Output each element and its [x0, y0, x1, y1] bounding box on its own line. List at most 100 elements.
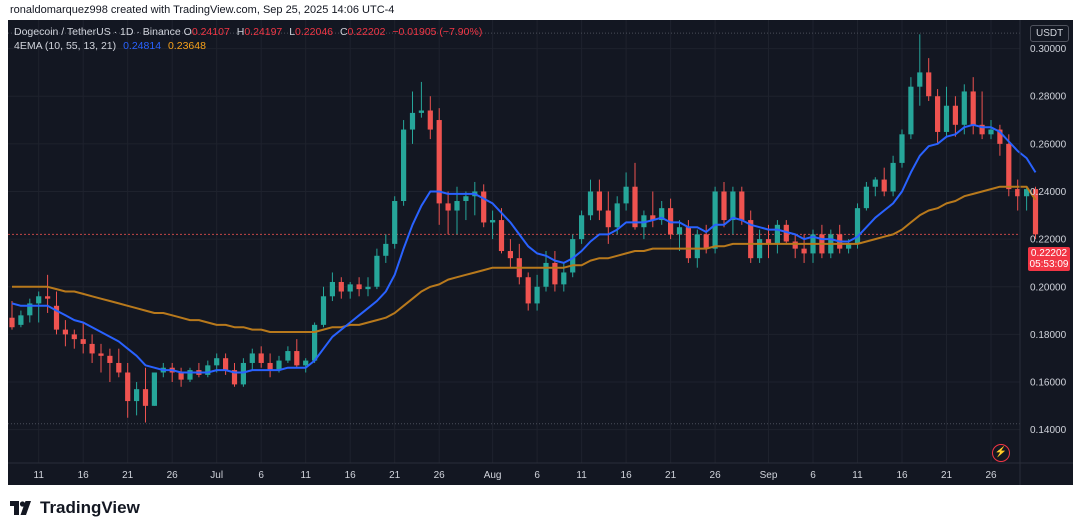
- candle-body: [401, 129, 407, 202]
- ema-fast-value: 0.24814: [123, 40, 162, 52]
- ema-slow-line: [12, 185, 1037, 333]
- candle-body: [312, 324, 318, 361]
- indicator-name[interactable]: 4EMA (10, 55, 13, 21): [14, 40, 117, 52]
- candle-body: [205, 365, 211, 375]
- tradingview-logo[interactable]: TradingView: [10, 498, 140, 518]
- close-label: C: [339, 26, 348, 38]
- candle-body: [142, 389, 149, 406]
- candle-body: [27, 303, 33, 316]
- time-tick-label: 26: [710, 470, 722, 481]
- candle-body: [187, 370, 193, 380]
- candle-body: [525, 277, 531, 304]
- candle-body: [863, 186, 869, 209]
- candle-body: [98, 353, 104, 356]
- time-tick-label: 21: [665, 470, 677, 481]
- candle-body: [970, 91, 976, 125]
- price-chart[interactable]: 0.14000 0.16000 0.18000 0.20000 0.22000 0.240…: [8, 20, 1073, 485]
- low-label: L: [289, 26, 296, 38]
- candle-body: [988, 129, 994, 135]
- candle-body: [943, 105, 950, 132]
- candle-body: [1032, 189, 1039, 235]
- time-tick-label: 16: [78, 470, 90, 481]
- time-tick-label: 16: [345, 470, 357, 481]
- time-tick-label: 6: [810, 470, 816, 481]
- candle-body: [774, 224, 780, 244]
- candle-body: [294, 351, 300, 366]
- candle-body: [899, 134, 905, 163]
- candle-body: [276, 360, 282, 371]
- symbol-name[interactable]: Dogecoin / TetherUS · 1D · Binance: [14, 26, 181, 38]
- low-value: 0.22046: [295, 26, 334, 38]
- candle-body: [125, 372, 131, 402]
- candle-body: [427, 110, 433, 130]
- candle-body: [748, 220, 754, 259]
- candle-body: [570, 239, 576, 273]
- ema-layer: [11, 123, 1037, 374]
- lightning-icon[interactable]: ⚡: [992, 444, 1010, 462]
- candle-body: [739, 191, 745, 221]
- candle-body: [561, 272, 567, 285]
- candle-body: [890, 162, 896, 192]
- candle-body: [908, 86, 914, 135]
- candle-body: [231, 370, 238, 385]
- candle-body: [285, 351, 291, 361]
- candle-body: [454, 201, 460, 211]
- candle-body: [240, 362, 246, 385]
- candle-body: [765, 239, 772, 244]
- attribution-text: ronaldomarquez998 created with TradingVi…: [10, 4, 395, 16]
- close-value: 0.22202: [347, 26, 386, 38]
- candle-body: [1006, 143, 1012, 190]
- candle-body: [267, 362, 273, 371]
- candle-body: [685, 227, 691, 259]
- legend-symbol-row[interactable]: Dogecoin / TetherUS · 1D · Binance O0.24…: [14, 26, 486, 38]
- time-tick-label: 21: [389, 470, 401, 481]
- axes-layer: 0.14000 0.16000 0.18000 0.20000 0.22000 0.240…: [8, 20, 1073, 485]
- candle-body: [320, 296, 327, 325]
- time-tick-label: 16: [621, 470, 633, 481]
- candle-body: [757, 239, 763, 259]
- price-tick-label: 0.18000: [1030, 330, 1067, 341]
- candle-body: [587, 191, 594, 216]
- candle-body: [409, 112, 416, 130]
- candle-body: [872, 179, 878, 187]
- candle-body: [383, 243, 389, 256]
- candles-layer: [9, 34, 1039, 423]
- candle-body: [605, 210, 611, 228]
- candle-body: [9, 317, 15, 328]
- candle-body: [596, 191, 602, 211]
- time-tick-label: 11: [301, 470, 312, 481]
- candle-body: [80, 339, 86, 344]
- candle-body: [614, 203, 620, 228]
- candle-body: [62, 329, 68, 335]
- time-tick-label: 26: [167, 470, 179, 481]
- candle-body: [694, 234, 700, 259]
- candle-body: [36, 296, 42, 304]
- change-value: −0.01905 (−7.90%): [392, 26, 483, 38]
- candle-body: [1015, 189, 1021, 197]
- candle-body: [926, 72, 932, 97]
- time-tick-label: 21: [122, 470, 134, 481]
- price-tick-label: 0.26000: [1030, 139, 1067, 150]
- candle-body: [481, 191, 487, 223]
- candle-body: [792, 241, 798, 249]
- legend-indicator-row[interactable]: 4EMA (10, 55, 13, 21) 0.24814 0.23648: [14, 40, 206, 52]
- high-value: 0.24197: [244, 26, 283, 38]
- time-tick-label: 21: [941, 470, 953, 481]
- price-tick-label: 0.30000: [1030, 44, 1067, 55]
- candle-body: [623, 186, 629, 204]
- candle-body: [18, 315, 24, 325]
- tradingview-brand-text: TradingView: [40, 498, 140, 517]
- candle-body: [214, 358, 220, 366]
- reference-lines: [8, 32, 1020, 425]
- time-tick-label: Sep: [760, 470, 778, 481]
- candle-body: [338, 281, 344, 292]
- candle-body: [71, 334, 77, 340]
- candle-body: [543, 262, 549, 287]
- time-tick-label: 11: [576, 470, 587, 481]
- candle-body: [881, 179, 887, 192]
- candle-body: [249, 353, 255, 363]
- candle-body: [303, 360, 309, 366]
- tradingview-logo-icon: [10, 501, 31, 515]
- chart-panel[interactable]: 0.14000 0.16000 0.18000 0.20000 0.22000 0.240…: [8, 20, 1073, 485]
- currency-button[interactable]: USDT: [1030, 25, 1070, 42]
